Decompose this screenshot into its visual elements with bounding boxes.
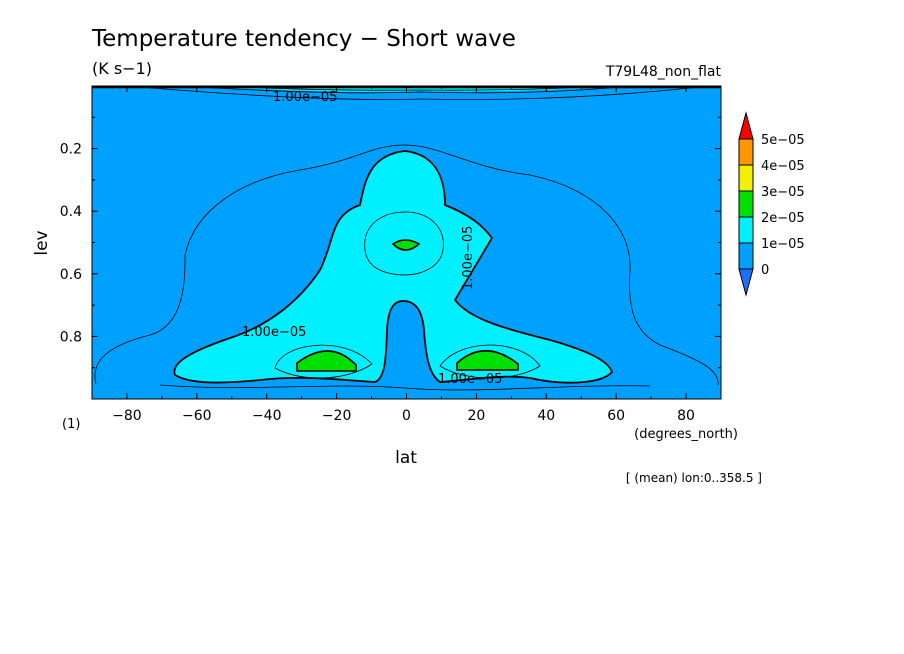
colorbar-segment	[738, 190, 754, 218]
x-tick-label: −60	[182, 408, 212, 424]
colorbar-segment	[738, 164, 754, 192]
top-contour-line-2	[199, 86, 621, 94]
chart-units: (K s−1)	[92, 59, 152, 78]
chart-title: Temperature tendency − Short wave	[91, 26, 516, 52]
y-tick-label: 0.8	[60, 329, 82, 345]
x-tick-label: 0	[402, 408, 411, 424]
x-tick-label: −20	[322, 408, 352, 424]
case-name: T79L48_non_flat	[605, 64, 722, 80]
plot-area: 1.00e−05 1.00e−05 1.00e−05 1.00e−05	[92, 86, 721, 399]
lower-right-max-outline	[456, 350, 519, 371]
contour-label: 1.00e−05	[242, 325, 306, 340]
colorbar-label: 5e−05	[761, 133, 805, 148]
lower-left-max-outline	[296, 350, 357, 372]
colorbar-label: 2e−05	[761, 211, 805, 226]
lower-left-max-fill	[297, 350, 356, 371]
contour-label: 1.00e−05	[438, 372, 502, 387]
y-axis-label: lev	[32, 230, 52, 255]
lower-left-ring	[274, 344, 373, 379]
y-tick-label: 0.2	[60, 142, 82, 158]
colorbar-segment	[738, 111, 754, 140]
lower-right-max-fill	[457, 350, 518, 370]
y-tick-label: 0.4	[60, 204, 82, 220]
x-axis-units: (degrees_north)	[634, 427, 738, 442]
y-axis-units: (1)	[62, 417, 80, 432]
colorbar-label: 4e−05	[761, 159, 805, 174]
x-tick-label: 80	[677, 408, 695, 424]
contour-label: 1.00e−05	[461, 226, 476, 290]
x-axis: −80 −60 −40 −20 0 20 40 60 80	[91, 86, 722, 424]
x-axis-label: lat	[395, 448, 417, 468]
colorbar-label: 0	[761, 263, 769, 278]
x-tick-label: 20	[467, 408, 485, 424]
x-tick-label: 60	[607, 408, 625, 424]
y-tick-label: 0.6	[60, 267, 82, 283]
outer-contour-line	[94, 144, 719, 386]
surface-contour-line	[159, 384, 651, 391]
colorbar-segment	[738, 216, 754, 244]
x-tick-label: −40	[252, 408, 282, 424]
top-contour-line-1	[139, 86, 701, 100]
upper-max-outline	[391, 239, 421, 251]
x-tick-label: −80	[112, 408, 142, 424]
colorbar-label: 3e−05	[761, 185, 805, 200]
mean-note: [ (mean) lon:0..358.5 ]	[626, 471, 762, 485]
colorbar-segment	[738, 242, 754, 270]
x-tick-label: 40	[537, 408, 555, 424]
inner-contour-line	[364, 211, 444, 276]
colorbar-label: 1e−05	[761, 237, 805, 252]
lower-right-ring	[439, 344, 541, 379]
colorbar: 0 1e−05 2e−05 3e−05 4e−05 5e−05	[738, 111, 805, 297]
colorbar-segment	[738, 268, 754, 297]
top-contour-line-3	[239, 86, 591, 91]
y-axis: 0.2 0.4 0.6 0.8	[60, 116, 721, 400]
contour-label: 1.00e−05	[273, 90, 337, 105]
plume-fill	[174, 151, 612, 383]
thick-contour-line	[173, 150, 614, 384]
colorbar-segment	[738, 138, 754, 166]
